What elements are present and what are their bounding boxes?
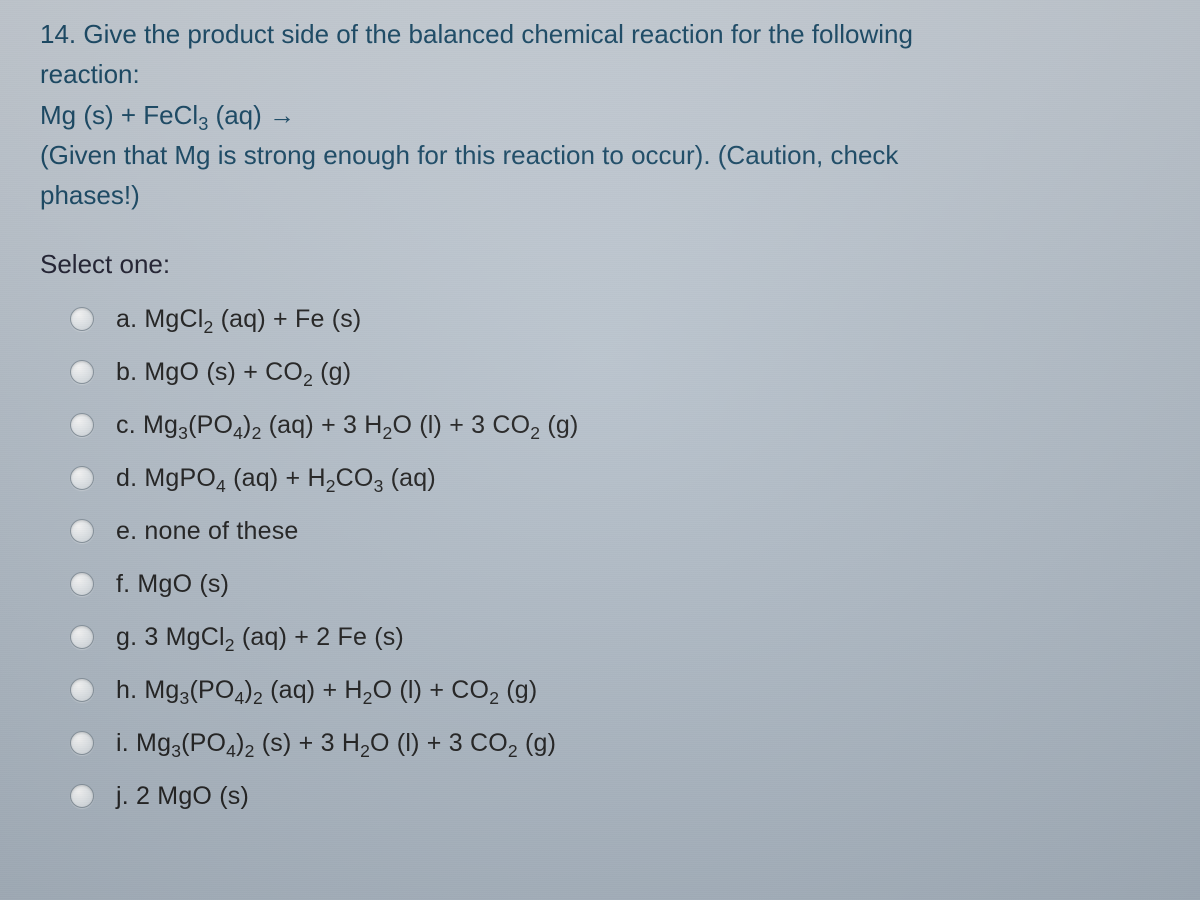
question-stem: 14. Give the product side of the balance…: [0, 0, 1200, 235]
option-i[interactable]: i. Mg3(PO4)2 (s) + 3 H2O (l) + 3 CO2 (g): [70, 721, 1160, 765]
option-i-label: i. Mg3(PO4)2 (s) + 3 H2O (l) + 3 CO2 (g): [116, 729, 556, 758]
radio-f[interactable]: [70, 572, 94, 596]
option-e[interactable]: e. none of these: [70, 509, 1160, 553]
radio-h[interactable]: [70, 678, 94, 702]
select-one-label: Select one:: [0, 235, 1200, 284]
stem-line-4: (Given that Mg is strong enough for this…: [40, 135, 1160, 175]
option-e-label: e. none of these: [116, 517, 299, 546]
stem-equation: Mg (s) + FeCl3 (aq) →: [40, 95, 1160, 135]
option-g-label: g. 3 MgCl2 (aq) + 2 Fe (s): [116, 623, 404, 652]
option-d-label: d. MgPO4 (aq) + H2CO3 (aq): [116, 464, 436, 493]
option-b[interactable]: b. MgO (s) + CO2 (g): [70, 350, 1160, 394]
option-g[interactable]: g. 3 MgCl2 (aq) + 2 Fe (s): [70, 615, 1160, 659]
option-d[interactable]: d. MgPO4 (aq) + H2CO3 (aq): [70, 456, 1160, 500]
options-group: a. MgCl2 (aq) + Fe (s) b. MgO (s) + CO2 …: [0, 284, 1200, 847]
option-c-label: c. Mg3(PO4)2 (aq) + 3 H2O (l) + 3 CO2 (g…: [116, 411, 579, 440]
option-b-label: b. MgO (s) + CO2 (g): [116, 358, 351, 387]
option-c[interactable]: c. Mg3(PO4)2 (aq) + 3 H2O (l) + 3 CO2 (g…: [70, 403, 1160, 447]
option-a[interactable]: a. MgCl2 (aq) + Fe (s): [70, 297, 1160, 341]
radio-a[interactable]: [70, 307, 94, 331]
radio-d[interactable]: [70, 466, 94, 490]
option-a-label: a. MgCl2 (aq) + Fe (s): [116, 305, 361, 334]
radio-g[interactable]: [70, 625, 94, 649]
option-f[interactable]: f. MgO (s): [70, 562, 1160, 606]
option-j[interactable]: j. 2 MgO (s): [70, 774, 1160, 818]
option-h[interactable]: h. Mg3(PO4)2 (aq) + H2O (l) + CO2 (g): [70, 668, 1160, 712]
option-f-label: f. MgO (s): [116, 570, 229, 599]
stem-line-2: reaction:: [40, 54, 1160, 94]
stem-line-1: 14. Give the product side of the balance…: [40, 14, 1160, 54]
option-h-label: h. Mg3(PO4)2 (aq) + H2O (l) + CO2 (g): [116, 676, 537, 705]
radio-e[interactable]: [70, 519, 94, 543]
radio-c[interactable]: [70, 413, 94, 437]
radio-j[interactable]: [70, 784, 94, 808]
radio-i[interactable]: [70, 731, 94, 755]
stem-line-5: phases!): [40, 175, 1160, 215]
radio-b[interactable]: [70, 360, 94, 384]
option-j-label: j. 2 MgO (s): [116, 782, 249, 811]
